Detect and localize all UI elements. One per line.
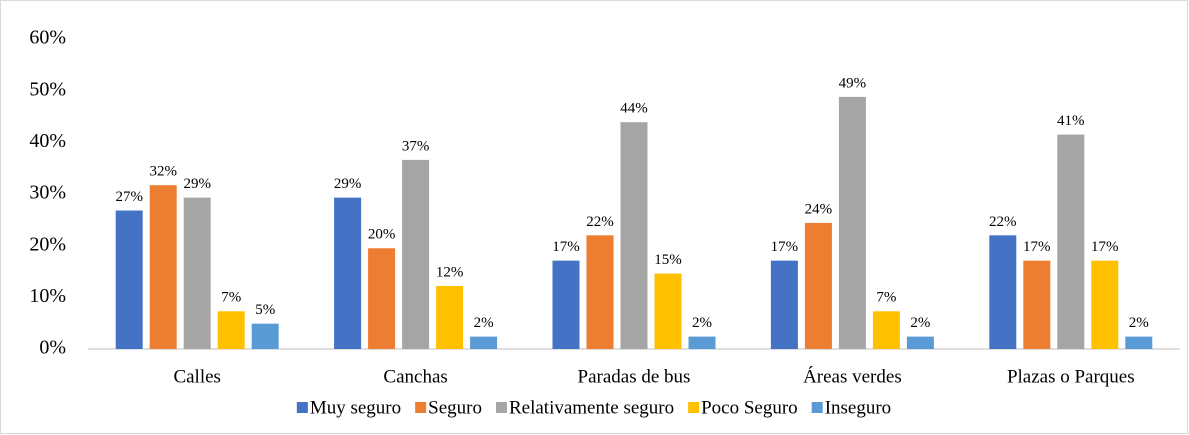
data-label: 17% xyxy=(771,239,799,255)
data-label: 24% xyxy=(805,201,833,217)
bar xyxy=(906,336,934,349)
bar xyxy=(183,197,211,349)
bar xyxy=(620,122,648,349)
bar xyxy=(217,311,245,349)
data-label: 2% xyxy=(692,315,712,331)
y-tick-label: 40% xyxy=(29,130,66,152)
y-tick-label: 50% xyxy=(29,78,66,100)
data-label: 27% xyxy=(115,189,143,205)
legend-label: Seguro xyxy=(428,397,482,418)
y-tick-label: 0% xyxy=(39,337,66,359)
legend-swatch xyxy=(296,402,308,413)
bar xyxy=(1091,260,1119,349)
data-label: 49% xyxy=(839,75,867,91)
bar xyxy=(688,336,716,349)
bar xyxy=(149,185,177,349)
data-label: 15% xyxy=(654,252,682,268)
data-label: 17% xyxy=(1023,239,1051,255)
data-label: 20% xyxy=(368,227,396,243)
bar xyxy=(436,285,464,349)
x-tick-label: Plazas o Parques xyxy=(1007,366,1135,387)
data-label: 22% xyxy=(989,214,1017,230)
bar xyxy=(470,336,498,349)
legend-label: Muy seguro xyxy=(310,397,401,418)
bar xyxy=(115,210,143,349)
bar xyxy=(334,197,362,349)
data-label: 2% xyxy=(474,315,494,331)
x-tick-label: Canchas xyxy=(383,366,447,387)
data-label: 5% xyxy=(255,302,275,318)
data-label: 17% xyxy=(552,239,580,255)
bar xyxy=(1125,336,1153,349)
data-label: 7% xyxy=(221,290,241,306)
x-tick-label: Calles xyxy=(173,366,221,387)
data-label: 17% xyxy=(1091,239,1119,255)
data-label: 12% xyxy=(436,264,464,280)
bar xyxy=(586,235,614,349)
data-label: 29% xyxy=(183,176,211,192)
data-label: 22% xyxy=(586,214,614,230)
legend-label: Relativamente seguro xyxy=(509,397,674,418)
y-tick-label: 20% xyxy=(29,233,66,255)
bar xyxy=(368,248,396,349)
data-label: 2% xyxy=(910,315,930,331)
data-label: 41% xyxy=(1057,113,1085,129)
bar xyxy=(804,222,832,349)
y-tick-label: 60% xyxy=(29,27,66,49)
bar xyxy=(989,235,1017,349)
bar xyxy=(770,260,798,349)
data-label: 32% xyxy=(149,164,177,180)
bar xyxy=(838,96,866,349)
bar xyxy=(552,260,580,349)
y-tick-label: 30% xyxy=(29,182,66,204)
legend-label: Poco Seguro xyxy=(701,397,798,418)
data-label: 44% xyxy=(620,101,648,117)
legend-swatch xyxy=(688,402,700,413)
bar xyxy=(654,273,682,349)
y-tick-label: 10% xyxy=(29,285,66,307)
data-label: 7% xyxy=(876,290,896,306)
bar xyxy=(872,311,900,349)
legend-swatch xyxy=(415,402,427,413)
data-label: 29% xyxy=(334,176,362,192)
x-tick-label: Áreas verdes xyxy=(803,365,902,387)
bar xyxy=(402,159,430,349)
bar xyxy=(1057,134,1085,349)
legend-swatch xyxy=(495,402,507,413)
data-label: 37% xyxy=(402,138,430,154)
legend-swatch xyxy=(811,402,823,413)
bar xyxy=(251,323,279,349)
bar xyxy=(1023,260,1051,349)
legend-label: Inseguro xyxy=(825,397,891,418)
x-tick-label: Paradas de bus xyxy=(578,366,691,387)
data-label: 2% xyxy=(1129,315,1149,331)
